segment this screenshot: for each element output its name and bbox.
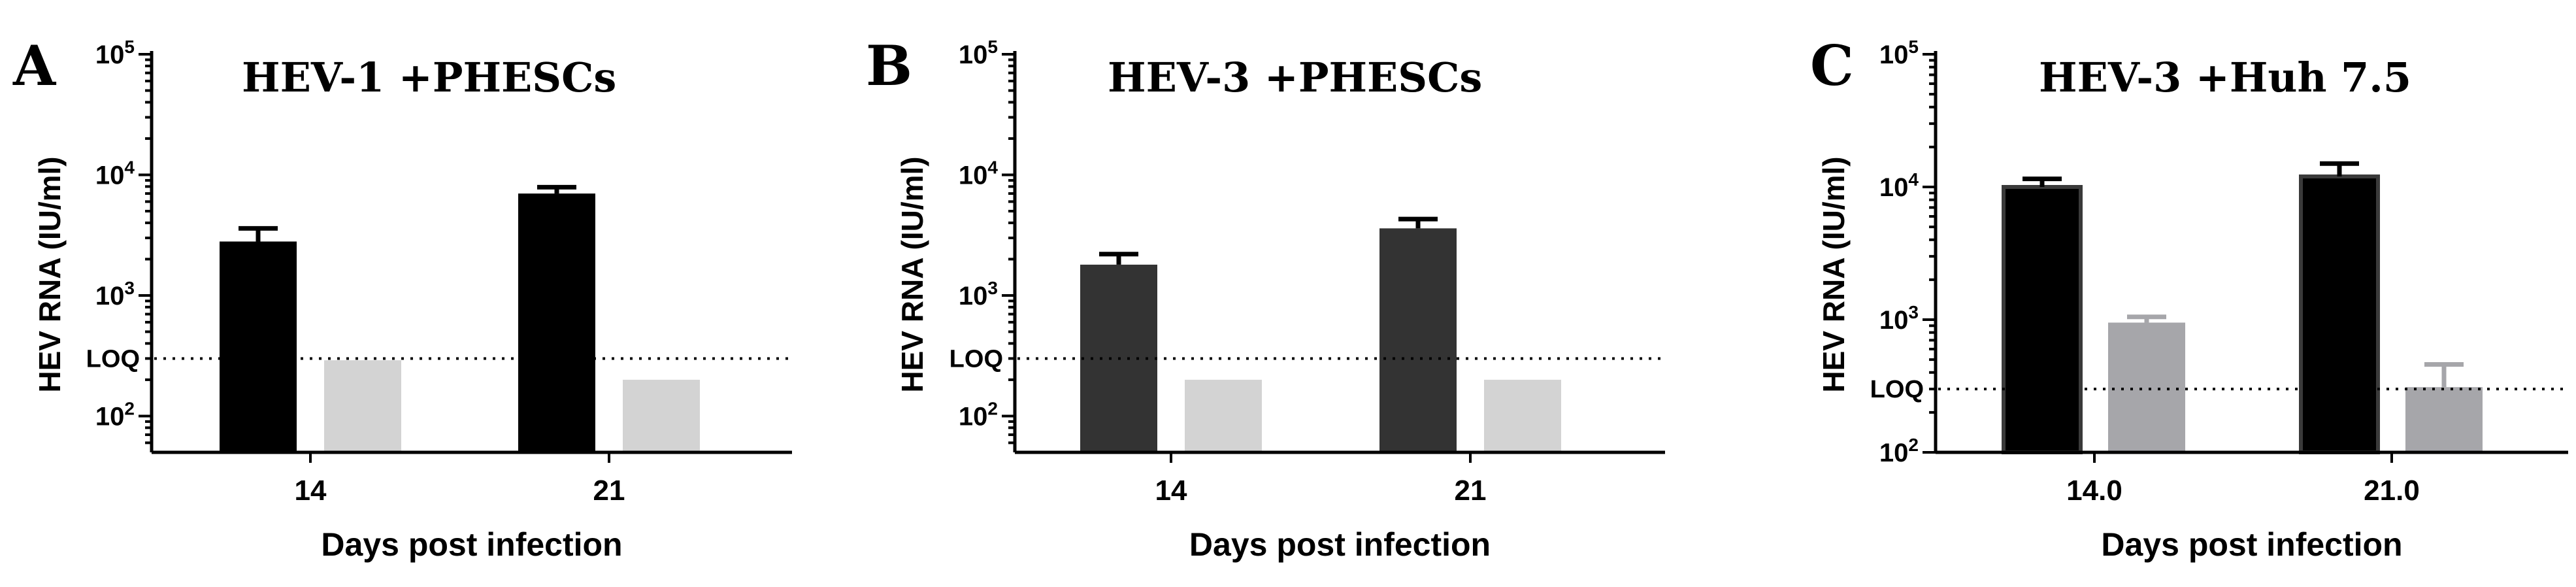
y-axis-label: HEV RNA (IU/ml)	[1817, 156, 1851, 392]
bar-control-day-14	[1185, 379, 1262, 452]
y-tick-label: 104	[959, 157, 999, 190]
x-tick-label: 21.0	[2364, 475, 2420, 507]
y-tick-exponent: 3	[987, 278, 998, 298]
bar-control-day-21	[1484, 379, 1561, 452]
loq-label: LOQ	[86, 345, 140, 373]
y-tick-label: 104	[95, 157, 135, 190]
y-tick-exponent: 2	[987, 398, 998, 418]
chart-title: HEV-3 +Huh 7.5	[2039, 54, 2411, 101]
y-tick-exponent: 4	[987, 157, 998, 177]
bar-hev-infected-day-21	[518, 193, 595, 452]
x-tick-label: 14.0	[2066, 475, 2122, 507]
y-tick-exponent: 4	[124, 157, 135, 177]
y-tick-exponent: 3	[124, 278, 135, 298]
y-tick-base: 10	[95, 41, 125, 69]
x-tick-label: 14	[1155, 475, 1187, 507]
y-tick-exponent: 2	[1908, 435, 1919, 455]
loq-label: LOQ	[1870, 376, 1924, 403]
y-tick-base: 10	[959, 161, 988, 190]
bar-hev-infected-day-14-0	[2002, 185, 2083, 454]
y-tick-base: 10	[95, 402, 125, 431]
loq-label: LOQ	[949, 345, 1003, 373]
bar-hev-infected-day-14	[220, 241, 297, 452]
bar-control-day-14	[324, 360, 401, 452]
x-tick-label: 21	[1455, 475, 1487, 507]
y-tick-base: 10	[1879, 41, 1909, 69]
x-axis-label: Days post infection	[1189, 526, 1491, 563]
y-tick-label: 104	[1879, 169, 1919, 202]
panel-letter: A	[12, 33, 57, 98]
y-tick-base: 10	[959, 402, 988, 431]
y-tick-exponent: 5	[124, 37, 135, 57]
y-tick-label: 102	[95, 398, 135, 431]
x-axis-label: Days post infection	[321, 526, 622, 563]
panel-letter: B	[866, 33, 912, 98]
y-tick-label: 102	[959, 398, 998, 431]
y-tick-label: 105	[959, 37, 998, 69]
y-tick-label: 102	[1879, 435, 1919, 467]
y-tick-base: 10	[1879, 306, 1909, 335]
bar-control-day-14-0	[2108, 322, 2185, 452]
y-axis-label: HEV RNA (IU/ml)	[33, 156, 67, 392]
x-tick-label: 21	[593, 475, 625, 507]
y-axis-label: HEV RNA (IU/ml)	[895, 156, 929, 392]
bar-control-day-21	[623, 379, 700, 452]
y-tick-label: 103	[95, 278, 135, 310]
x-tick-label: 14	[295, 475, 327, 507]
chart-panel-c: C HEV-3 +Huh 7.514.0 21.0LOQ102103104105HE…	[1810, 33, 2568, 563]
x-axis-label: Days post infection	[2101, 526, 2402, 563]
y-tick-label: 105	[95, 37, 135, 69]
y-tick-label: 105	[1879, 37, 1919, 69]
y-tick-exponent: 4	[1908, 169, 1919, 190]
bar-hev-infected-day-21	[1379, 228, 1457, 452]
y-tick-base: 10	[1879, 439, 1909, 467]
y-tick-exponent: 2	[124, 398, 135, 418]
y-tick-exponent: 3	[1908, 302, 1919, 322]
y-tick-exponent: 5	[987, 37, 998, 57]
y-tick-base: 10	[95, 161, 125, 190]
chart-title: HEV-1 +PHESCs	[242, 54, 616, 101]
y-tick-base: 10	[1879, 173, 1909, 202]
bar-control-day-21-0	[2405, 387, 2483, 452]
bar-hev-infected-day-21-0	[2299, 174, 2380, 454]
y-tick-base: 10	[95, 282, 125, 310]
panel-letter: C	[1810, 33, 1854, 98]
y-tick-base: 10	[959, 41, 988, 69]
y-tick-exponent: 5	[1908, 37, 1919, 57]
y-tick-label: 103	[1879, 302, 1919, 335]
y-tick-label: 103	[959, 278, 998, 310]
chart-title: HEV-3 +PHESCs	[1108, 54, 1482, 101]
y-tick-base: 10	[959, 282, 988, 310]
